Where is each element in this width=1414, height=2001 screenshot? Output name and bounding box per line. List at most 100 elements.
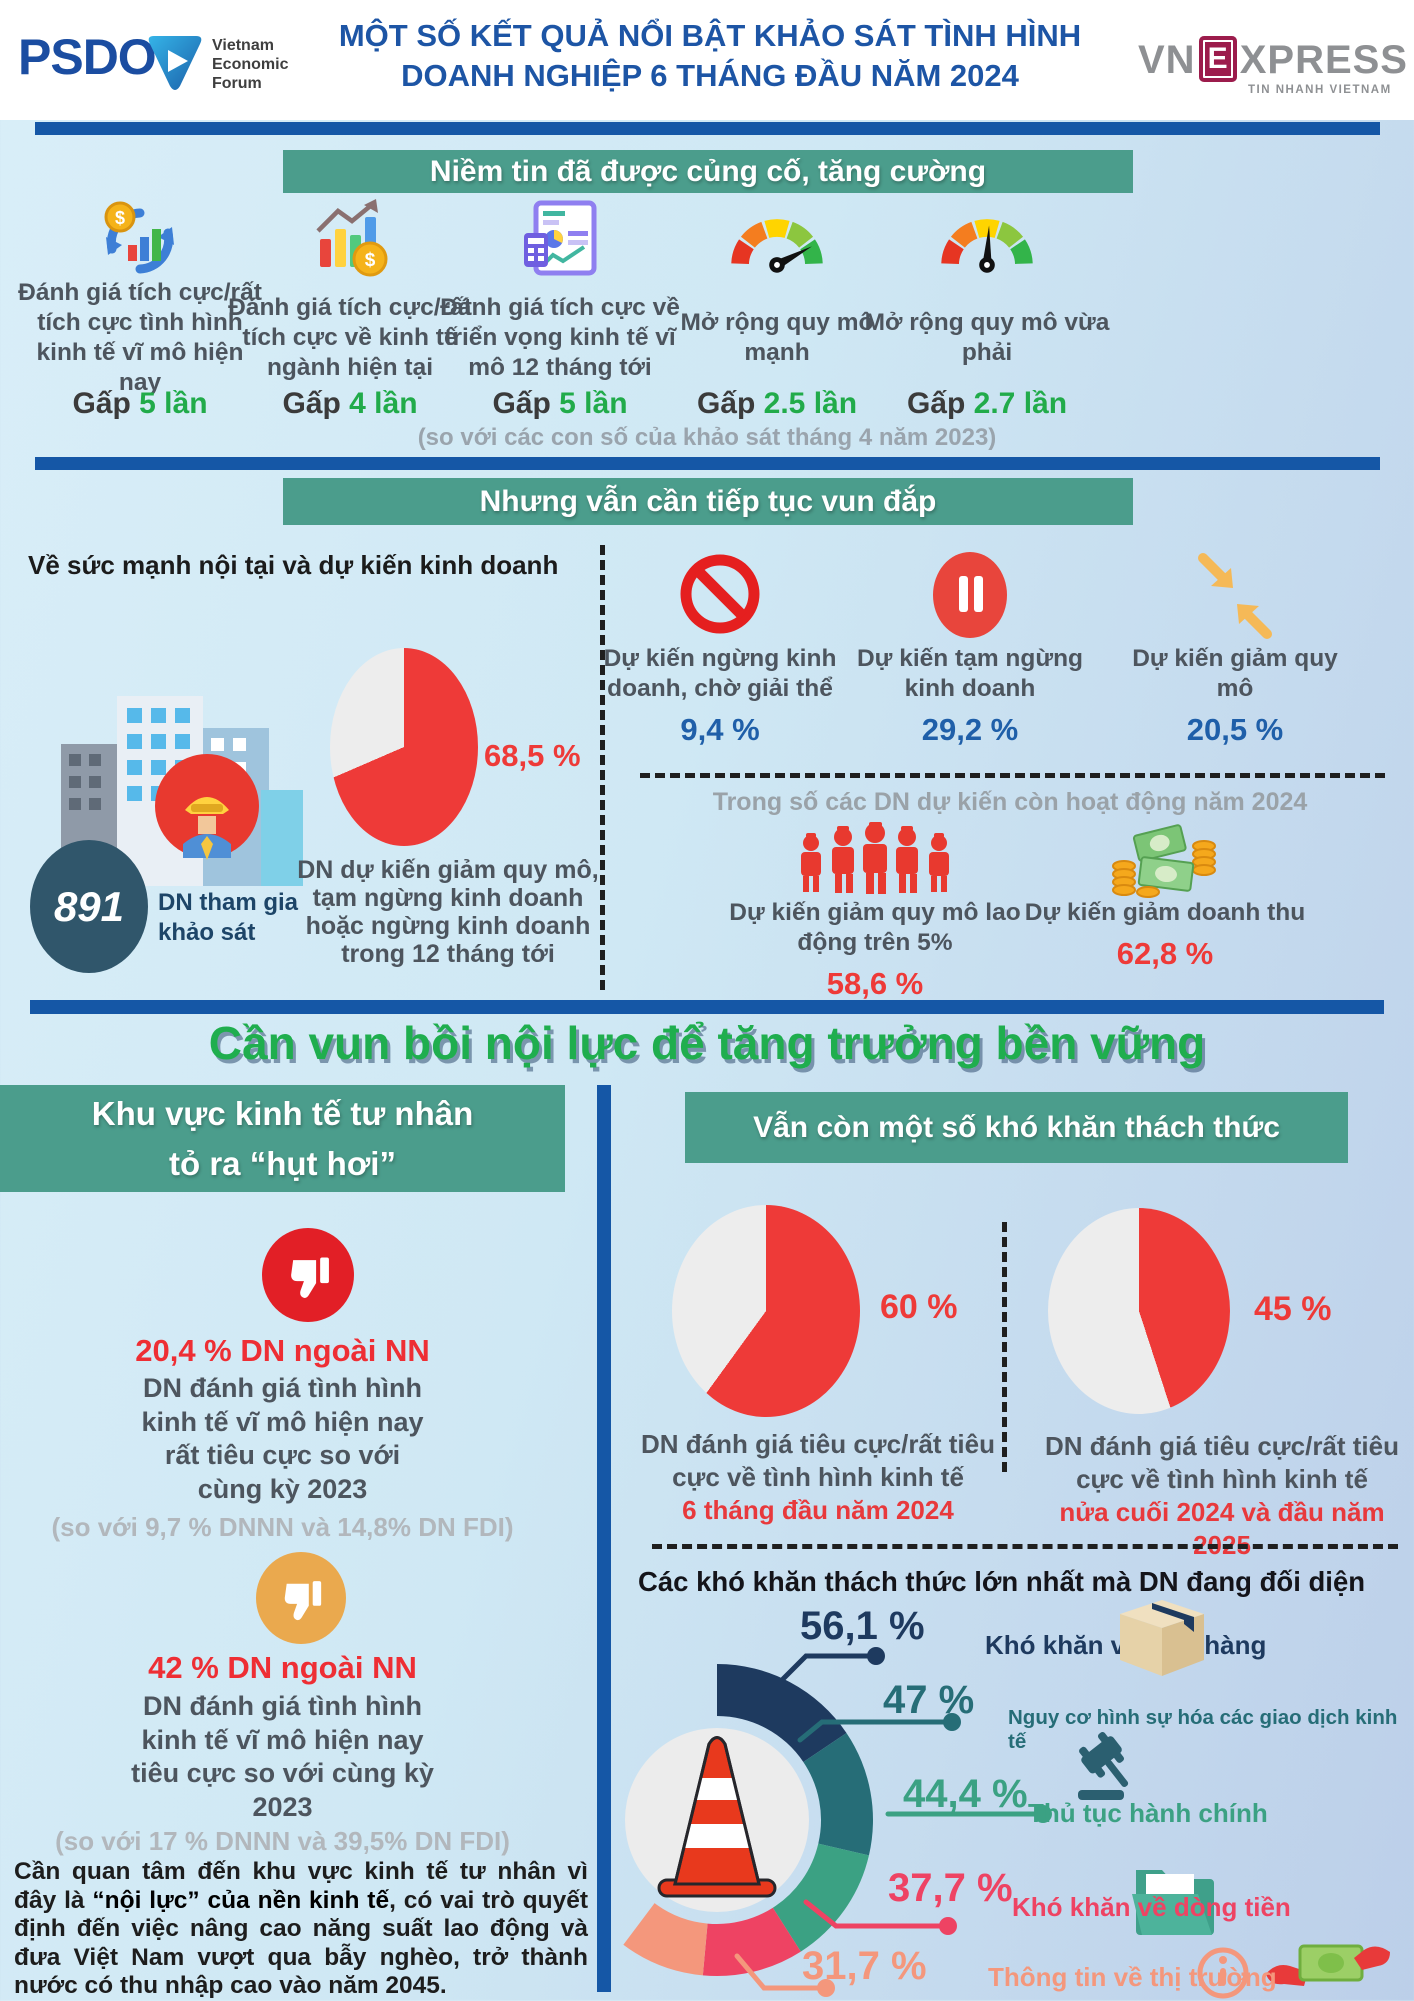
challenge-value: 37,7 % [888, 1866, 1013, 1910]
stat-card: Dự kiến tạm ngừng kinh doanh 29,2 % [850, 548, 1090, 748]
info-icon [1197, 1947, 1249, 1999]
stat-label: Mở rộng quy mô vừa phải [864, 309, 1110, 366]
stat-label: Dự kiến giảm quy mô lao động trên 5% [729, 899, 1021, 956]
gauge-moderate-icon [862, 197, 1112, 285]
pause-icon [850, 548, 1090, 644]
respondents-label: DN tham gia khảo sát [158, 889, 299, 946]
challenge-label: Thủ tục hành chính [1028, 1798, 1268, 1828]
section1-note: (so với các con số của khảo sát tháng 4 … [417, 424, 997, 451]
divider-bar [30, 1000, 1384, 1014]
gauge-strong-icon [652, 197, 902, 285]
stat-card: Đánh giá tích cực về triển vọng kinh tế … [435, 197, 685, 421]
header [0, 0, 1414, 120]
stat-value: 62,8 % [1116, 936, 1214, 971]
left-column-banner: Khu vực kinh tế tư nhân tỏ ra “hụt hơi” [0, 1085, 565, 1192]
challenge-value: 47 % [883, 1678, 975, 1722]
section2-left-heading: Về sức mạnh nội tại và dự kiến kinh doan… [28, 550, 559, 580]
stat-headline: 42 % DN ngoài NN [148, 1650, 417, 1685]
divider-bar [35, 122, 1380, 135]
internal-strength-pie-chart [330, 648, 478, 846]
stat-headline: 20,4 % DN ngoài NN [135, 1333, 430, 1368]
stat-value: Gấp 5 lần [492, 387, 628, 420]
dashed-divider [652, 1544, 1398, 1549]
stat-value: 29,2 % [921, 712, 1019, 747]
stat-value: Gấp 5 lần [72, 387, 208, 420]
stat-value: Gấp 2.7 lần [906, 387, 1068, 420]
workers-icon [720, 820, 1030, 898]
stat-value: 58,6 % [826, 966, 924, 1001]
leader-lines [734, 1647, 1052, 1997]
money-cycle-icon: $ [15, 197, 265, 285]
negative-h2-2024-pie-chart [1048, 1208, 1230, 1414]
stat-value: Gấp 2.5 lần [696, 387, 858, 420]
vef-logo-icon [148, 36, 202, 90]
stat-card: Dự kiến giảm doanh thu 62,8 % [1020, 820, 1310, 972]
negative-h2-2024-pie-value: 45 % [1254, 1290, 1332, 1328]
package-icon [1120, 1600, 1204, 1676]
section2-banner: Nhưng vẫn cần tiếp tục vun đắp [283, 478, 1133, 525]
industry-growth-icon: $ [225, 197, 475, 285]
stat-note: (so với 9,7 % DNNN và 14,8% DN FDI) [51, 1512, 514, 1542]
stat-card: Dự kiến giảm quy mô 20,5 % [1115, 548, 1355, 748]
thumbs-down-orange-icon [256, 1552, 346, 1644]
stat-card: Dự kiến giảm quy mô lao động trên 5% 58,… [720, 820, 1030, 1002]
stat-card: Mở rộng quy mô mạnh Gấp 2.5 lần [652, 197, 902, 421]
stat-text: DN đánh giá tình hình kinh tế vĩ mô hiện… [141, 1373, 424, 1504]
stat-value: 9,4 % [680, 712, 760, 747]
no-entry-icon [600, 548, 840, 644]
challenges-heading: Các khó khăn thách thức lớn nhất mà DN đ… [638, 1566, 1366, 1597]
thumbs-down-red-icon [262, 1228, 354, 1322]
stat-label: Đánh giá tích cực/rất tích cực về kinh t… [228, 294, 472, 381]
column-divider [597, 1085, 611, 1992]
negative-h1-2024-pie-value: 60 % [880, 1288, 958, 1326]
internal-strength-pie-value: 68,5 % [484, 738, 581, 773]
right-column-banner: Vẫn còn một số khó khăn thách thức [685, 1092, 1348, 1163]
svg-text:$: $ [365, 250, 376, 271]
divider-bar [35, 457, 1380, 470]
challenge-value: 31,7 % [802, 1944, 927, 1988]
gavel-icon [1078, 1732, 1129, 1800]
vef-logo-text: Vietnam Economic Forum [212, 37, 289, 92]
stat-label: Đánh giá tích cực về triển vọng kinh tế … [440, 294, 680, 381]
dashed-divider [600, 545, 605, 990]
stat-label: Dự kiến giảm doanh thu [1024, 899, 1306, 926]
shrink-arrows-icon [1115, 548, 1355, 644]
challenge-label: Thông tin về thị trường [988, 1962, 1277, 1992]
challenges-donut-chart [623, 1664, 874, 1977]
stat-card: Dự kiến ngừng kinh doanh, chờ giải thể 9… [600, 548, 840, 748]
stat-label: Dự kiến tạm ngừng kinh doanh [856, 645, 1084, 702]
cash-hand-icon [1266, 1944, 1390, 1986]
stat-text: DN đánh giá tình hình kinh tế vĩ mô hiện… [131, 1691, 434, 1822]
folder-icon [1132, 1870, 1214, 1935]
pie-caption: DN đánh giá tiêu cực/rất tiêu cực về tìn… [1045, 1431, 1399, 1560]
page-title: MỘT SỐ KẾT QUẢ NỔI BẬT KHẢO SÁT TÌNH HÌN… [338, 18, 1082, 93]
challenge-value: 44,4 % [903, 1772, 1028, 1816]
section2-subnote: Trong số các DN dự kiến còn hoạt động nă… [712, 788, 1308, 816]
vnexpress-tagline: TIN NHANH VIETNAM [1248, 84, 1392, 96]
pie-caption: DN đánh giá tiêu cực/rất tiêu cực về tìn… [641, 1429, 995, 1525]
closing-paragraph: Cần quan tâm đến khu vực kinh tế tư nhân… [14, 1858, 589, 1999]
vnexpress-e-icon: E [1198, 36, 1237, 82]
stat-label: Mở rộng quy mô mạnh [680, 309, 874, 366]
money-stack-icon [1020, 820, 1310, 898]
challenge-label: Khó khăn về dòng tiền [1012, 1892, 1291, 1922]
svg-text:$: $ [115, 208, 125, 228]
stat-card: Mở rộng quy mô vừa phải Gấp 2.7 lần [862, 197, 1112, 421]
main-headline: Cần vun bồi nội lực để tăng trưởng bền v… [208, 1017, 1206, 1069]
stat-label: Dự kiến ngừng kinh doanh, chờ giải thể [603, 645, 837, 702]
vnexpress-logo: VN E XPRESS [1138, 36, 1408, 82]
section1-banner: Niềm tin đã được củng cố, tăng cường [283, 150, 1133, 193]
negative-h1-2024-pie-chart [672, 1205, 860, 1417]
dashed-divider [1002, 1222, 1007, 1472]
outlook-report-icon [435, 197, 685, 285]
stat-label: Đánh giá tích cực/rất tích cực tình hình… [18, 279, 262, 396]
stat-card: $ Đánh giá tích cực/rất tích cực tình hì… [15, 197, 265, 421]
dashed-divider [640, 773, 1385, 778]
internal-strength-pie-caption: DN dự kiến giảm quy mô, tạm ngừng kinh d… [297, 856, 599, 968]
challenge-value: 56,1 % [800, 1604, 925, 1648]
challenge-label: Nguy cơ hình sự hóa các giao dịch kinh t… [1008, 1706, 1398, 1753]
stat-value: 20,5 % [1186, 712, 1284, 747]
stat-card: $ Đánh giá tích cực/rất tích cực về kinh… [225, 197, 475, 421]
stat-label: Dự kiến giảm quy mô [1132, 645, 1338, 702]
buildings-illustration [61, 696, 303, 886]
